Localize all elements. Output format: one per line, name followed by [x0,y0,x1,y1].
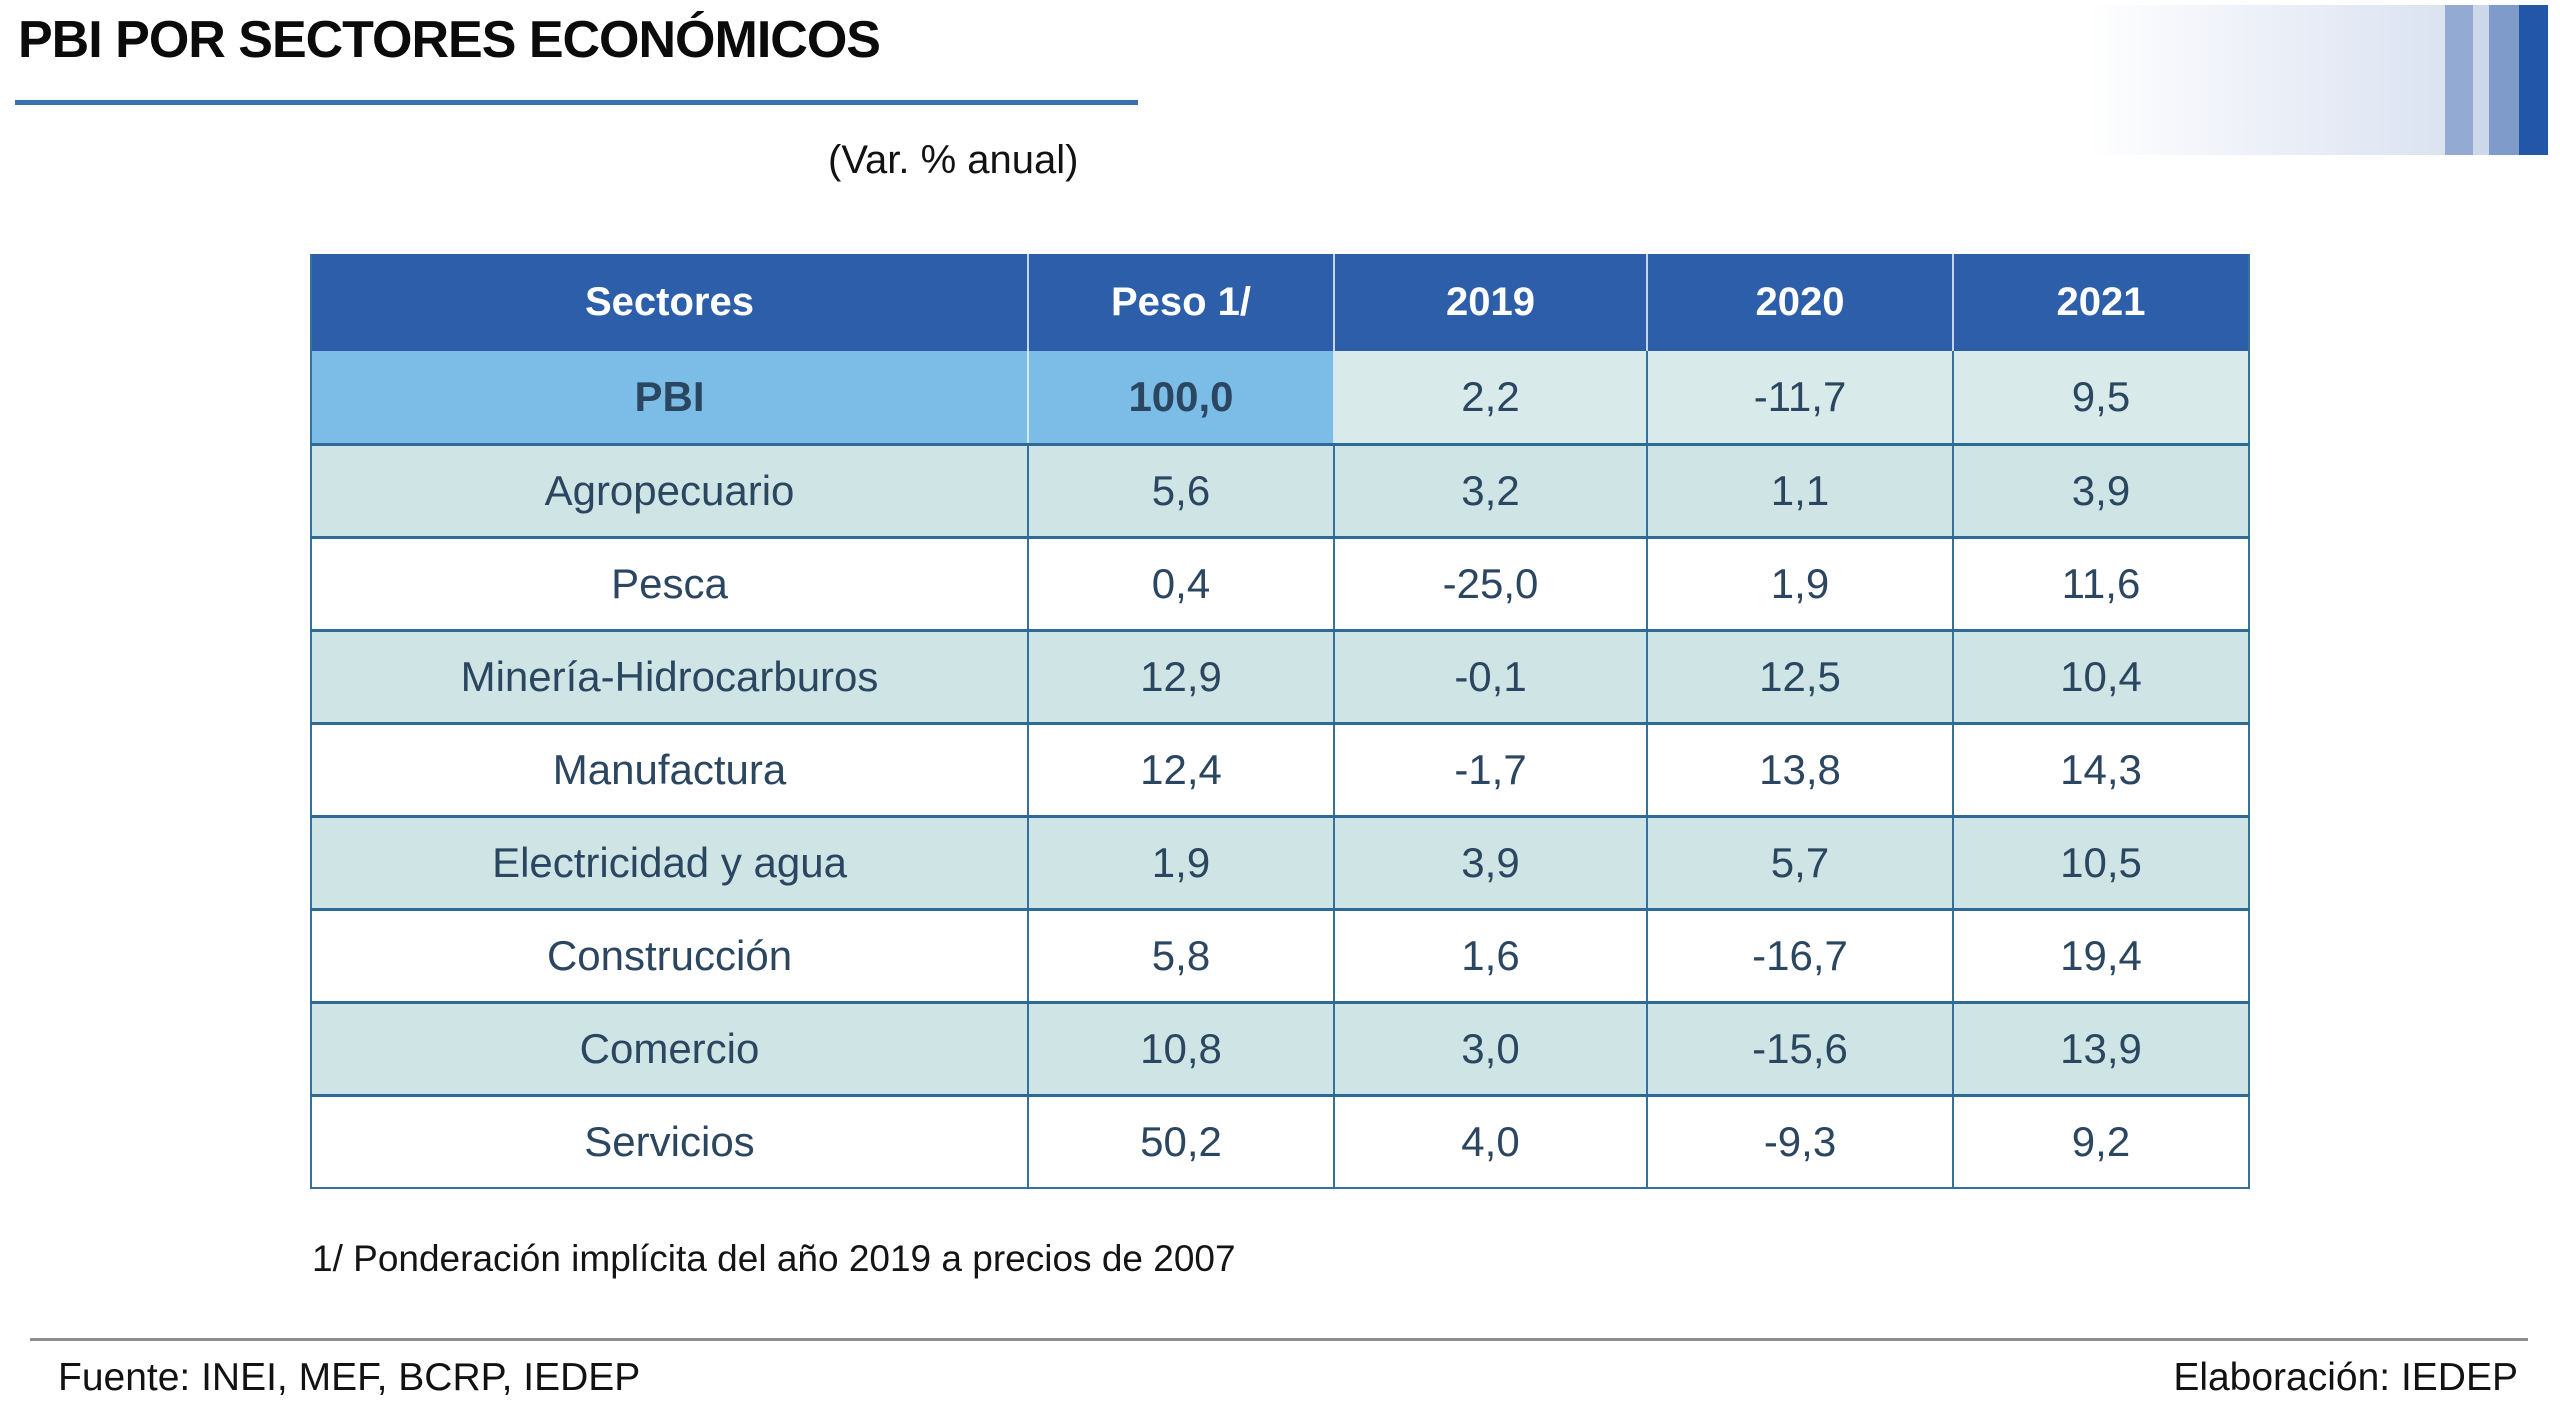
cell-2021: 19,4 [1953,907,2250,1002]
table-header-row: Sectores Peso 1/ 2019 2020 2021 [311,254,2249,351]
table-row-construccion: Construcción 5,8 1,6 -16,7 19,4 [311,907,2250,1002]
table-row-mineria: Minería-Hidrocarburos 12,9 -0,1 12,5 10,… [311,628,2250,723]
cell-peso: 5,6 [1028,442,1335,537]
cell-sector: Servicios [311,1093,1029,1188]
cell-2020: 1,9 [1647,535,1954,630]
cell-2019: 3,2 [1334,442,1648,537]
cell-sector: Electricidad y agua [311,814,1029,909]
table-row-servicios: Servicios 50,2 4,0 -9,3 9,2 [311,1093,2250,1188]
elaboration-text: Elaboración: IEDEP [2173,1356,2518,1399]
corner-decoration [2088,5,2548,155]
table-row-pesca: Pesca 0,4 -25,0 1,9 11,6 [311,535,2250,630]
table-row-manufactura: Manufactura 12,4 -1,7 13,8 14,3 [311,721,2250,816]
cell-2020: -15,6 [1647,1000,1954,1095]
table-row-comercio: Comercio 10,8 3,0 -15,6 13,9 [311,1000,2250,1095]
cell-peso: 1,9 [1028,814,1335,909]
col-header-2021: 2021 [1953,254,2249,351]
cell-2019: 2,2 [1334,351,1648,444]
table-row-electricidad: Electricidad y agua 1,9 3,9 5,7 10,5 [311,814,2250,909]
cell-2019: -25,0 [1334,535,1648,630]
cell-peso: 12,9 [1028,628,1335,723]
cell-2020: 1,1 [1647,442,1954,537]
cell-2021: 9,5 [1953,351,2250,444]
cell-2020: 12,5 [1647,628,1954,723]
decoration-bar-dark [2519,5,2548,155]
decoration-bar-mid [2489,5,2519,155]
cell-peso: 50,2 [1028,1093,1335,1188]
cell-2019: 4,0 [1334,1093,1648,1188]
cell-sector: Manufactura [311,721,1029,816]
page-title: PBI POR SECTORES ECONÓMICOS [18,11,881,69]
cell-2020: 13,8 [1647,721,1954,816]
cell-2019: 3,9 [1334,814,1648,909]
cell-2020: -11,7 [1647,351,1954,444]
col-header-2020: 2020 [1647,254,1954,351]
sectors-table: Sectores Peso 1/ 2019 2020 2021 PBI 100,… [310,254,2250,1189]
cell-2021: 9,2 [1953,1093,2250,1188]
cell-sector: Pesca [311,535,1029,630]
cell-2019: 3,0 [1334,1000,1648,1095]
source-text: Fuente: INEI, MEF, BCRP, IEDEP [58,1356,641,1399]
cell-2021: 10,4 [1953,628,2250,723]
cell-2021: 13,9 [1953,1000,2250,1095]
cell-sector: Construcción [311,907,1029,1002]
cell-2019: -1,7 [1334,721,1648,816]
cell-2019: 1,6 [1334,907,1648,1002]
decoration-gradient [2088,5,2445,155]
footer-divider [30,1338,2528,1341]
cell-sector: Agropecuario [311,442,1029,537]
col-header-peso: Peso 1/ [1028,254,1335,351]
cell-2021: 10,5 [1953,814,2250,909]
cell-2020: 5,7 [1647,814,1954,909]
decoration-bar-light [2445,5,2473,155]
cell-peso: 5,8 [1028,907,1335,1002]
title-underline [15,100,1138,105]
cell-2020: -9,3 [1647,1093,1954,1188]
cell-2020: -16,7 [1647,907,1954,1002]
col-header-sectores: Sectores [311,254,1029,351]
cell-sector: PBI [311,351,1029,444]
cell-peso: 12,4 [1028,721,1335,816]
cell-peso: 10,8 [1028,1000,1335,1095]
cell-2021: 11,6 [1953,535,2250,630]
table-row-agropecuario: Agropecuario 5,6 3,2 1,1 3,9 [311,442,2250,537]
subtitle: (Var. % anual) [828,138,1079,182]
cell-2021: 3,9 [1953,442,2250,537]
cell-2019: -0,1 [1334,628,1648,723]
cell-peso: 100,0 [1028,351,1335,444]
table-footnote: 1/ Ponderación implícita del año 2019 a … [312,1238,1236,1279]
cell-sector: Minería-Hidrocarburos [311,628,1029,723]
cell-2021: 14,3 [1953,721,2250,816]
cell-peso: 0,4 [1028,535,1335,630]
table-row-pbi: PBI 100,0 2,2 -11,7 9,5 [311,351,2250,444]
cell-sector: Comercio [311,1000,1029,1095]
col-header-2019: 2019 [1334,254,1648,351]
